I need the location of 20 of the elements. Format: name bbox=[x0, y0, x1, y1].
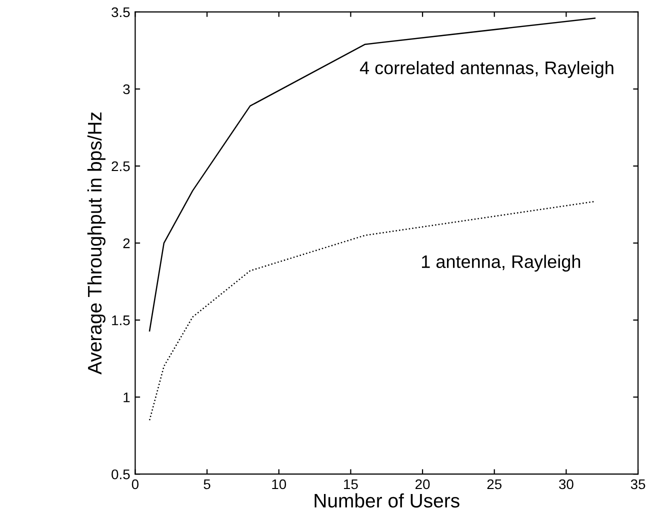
x-axis-title: Number of Users bbox=[314, 493, 460, 508]
y-tick-label: 3 bbox=[123, 84, 130, 94]
series-label: 4 correlated antennas, Rayleigh bbox=[360, 61, 614, 78]
x-tick-label: 0 bbox=[132, 479, 139, 490]
y-tick-label: 1.5 bbox=[112, 316, 130, 326]
x-tick-label: 30 bbox=[559, 479, 574, 490]
x-tick-label: 25 bbox=[487, 479, 502, 490]
y-tick-label: 3.5 bbox=[112, 7, 130, 18]
x-tick-label: 20 bbox=[416, 479, 430, 490]
y-tick-label: 2 bbox=[123, 238, 130, 248]
y-axis-title: Average Throughput in bps/Hz bbox=[87, 112, 106, 375]
x-tick-label: 10 bbox=[272, 479, 286, 490]
y-tick-label: 1 bbox=[124, 392, 130, 402]
x-tick-label: 15 bbox=[344, 479, 358, 490]
y-tick-label: 2.5 bbox=[112, 161, 130, 172]
series-label: 1 antenna, Rayleigh bbox=[422, 254, 580, 272]
line-series bbox=[148, 200, 596, 421]
x-tick-label: 5 bbox=[204, 479, 210, 490]
y-tick-label: 0.5 bbox=[112, 469, 130, 480]
x-tick-label: 35 bbox=[630, 479, 646, 490]
